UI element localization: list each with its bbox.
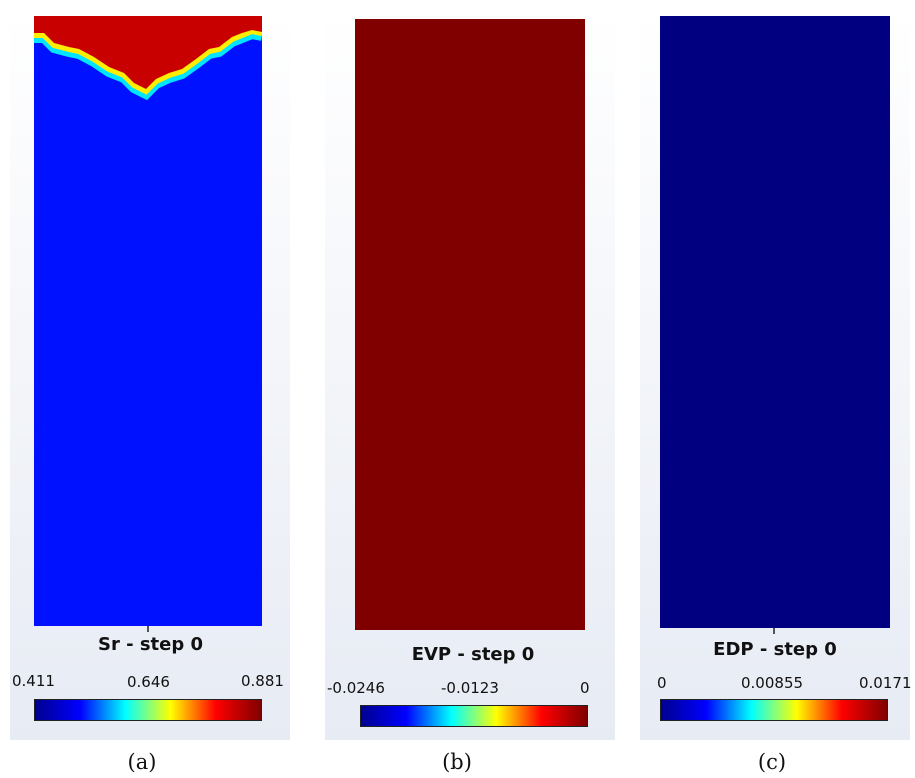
panel-a-front-mid: [34, 27, 262, 95]
panel-a-contour-plot: [34, 16, 262, 626]
panel-a-caption: (a): [127, 750, 157, 774]
panel-c-contour-plot: [660, 16, 890, 628]
panel-c-fill: [660, 16, 890, 628]
panel-a-tick-min: 0.411: [12, 672, 55, 690]
panel-b-tick-min: -0.0246: [327, 679, 385, 697]
panel-a-tick-max: 0.881: [241, 672, 284, 690]
panel-b-tick-mid: -0.0123: [441, 679, 499, 697]
panel-b-title: EVP - step 0: [411, 644, 535, 665]
panel-a-colorbar: [34, 699, 262, 721]
panel-b-colorbar: [360, 705, 588, 727]
panel-a-title: Sr - step 0: [98, 634, 204, 655]
panel-a-low-region: [34, 16, 262, 626]
panel-c-title: EDP - step 0: [713, 639, 837, 660]
panel-b-tick-max: 0: [580, 679, 590, 697]
panel-c-tick-mid: 0.00855: [741, 674, 804, 692]
panel-a-bottom-tick: [147, 626, 149, 632]
panel-a-tick-mid: 0.646: [127, 673, 170, 691]
panel-c-bottom-tick: [773, 628, 775, 634]
panel-c-tick-max: 0.0171: [859, 674, 912, 692]
panel-a-high-region: [34, 16, 262, 89]
panel-b-contour-plot: [355, 19, 585, 630]
panel-b-fill: [355, 19, 585, 630]
panel-c-colorbar: [660, 699, 888, 721]
panel-c-caption: (c): [757, 750, 787, 774]
panel-c-tick-min: 0: [657, 674, 667, 692]
panel-b-caption: (b): [442, 750, 472, 774]
